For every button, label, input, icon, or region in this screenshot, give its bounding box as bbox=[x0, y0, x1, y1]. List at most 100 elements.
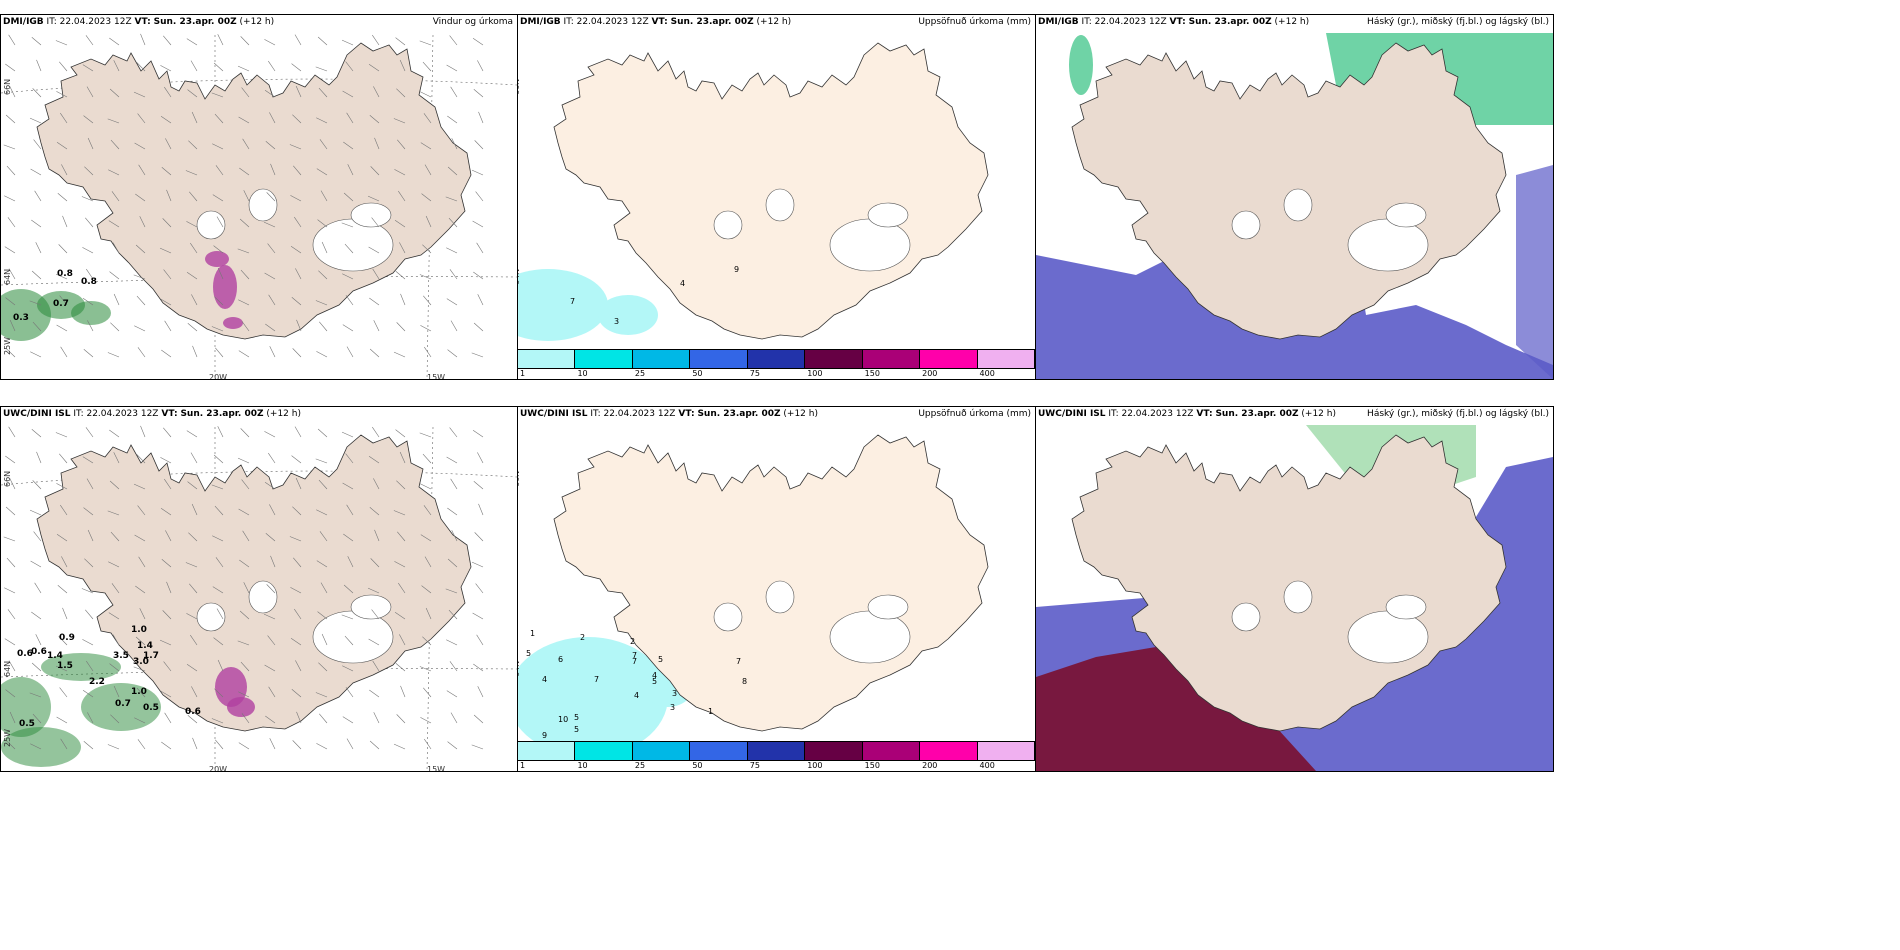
wind-barb bbox=[265, 141, 276, 150]
wind-barb bbox=[33, 531, 42, 542]
wind-barb bbox=[419, 666, 432, 672]
acc-value: 3 bbox=[614, 317, 620, 326]
wind-barb bbox=[62, 215, 68, 228]
wind-barb bbox=[341, 614, 354, 620]
wind-barb bbox=[87, 529, 94, 542]
wind-barb bbox=[238, 508, 250, 516]
acc-value: 4 bbox=[634, 691, 640, 700]
wind-barb bbox=[214, 296, 224, 306]
wind-barb bbox=[447, 741, 458, 750]
wind-barb bbox=[192, 737, 198, 750]
lat-label: 66N bbox=[3, 78, 12, 95]
wind-barb bbox=[345, 295, 354, 306]
wind-barb bbox=[55, 40, 68, 46]
wind-barb bbox=[475, 583, 484, 594]
wind-barb bbox=[161, 349, 172, 358]
wind-barb bbox=[290, 195, 302, 202]
wind-barb bbox=[107, 510, 120, 516]
wind-barb bbox=[186, 221, 198, 228]
wind-barb bbox=[134, 717, 146, 724]
colorbar-tick: 1 bbox=[520, 761, 526, 770]
wind-barb bbox=[344, 635, 354, 646]
wind-barb bbox=[110, 139, 120, 150]
wind-barb bbox=[449, 661, 458, 672]
glacier bbox=[1231, 210, 1261, 240]
wind-barb bbox=[82, 64, 94, 72]
wind-barb bbox=[374, 137, 380, 150]
wind-barb bbox=[395, 271, 406, 280]
wind-barb bbox=[421, 585, 432, 594]
wind-barb bbox=[394, 220, 406, 228]
wind-barb bbox=[446, 639, 458, 646]
wind-barb bbox=[138, 164, 146, 176]
wind-barb bbox=[86, 268, 94, 280]
wind-barb bbox=[166, 581, 172, 594]
acc-value: 1 bbox=[708, 707, 714, 716]
colorbar-tick: 10 bbox=[577, 369, 588, 378]
wind-barb bbox=[191, 503, 198, 516]
colorbar-tick: 50 bbox=[692, 369, 703, 378]
wind-barb bbox=[371, 609, 380, 620]
wind-barb bbox=[369, 297, 380, 306]
wind-barb bbox=[160, 690, 172, 698]
wind-barb bbox=[163, 269, 172, 280]
wind-barb bbox=[140, 33, 146, 46]
wind-barb bbox=[60, 346, 68, 358]
wind-barb bbox=[446, 690, 458, 698]
colorbar-segment bbox=[690, 742, 748, 760]
wind-barb bbox=[4, 638, 16, 646]
wind-barb bbox=[186, 38, 198, 46]
wind-barb bbox=[239, 218, 250, 228]
precip-value: 3.0 bbox=[133, 657, 149, 667]
acc-value: 4 bbox=[652, 671, 658, 680]
wind-barb bbox=[113, 452, 120, 464]
wind-barb bbox=[84, 558, 94, 568]
wind-barb bbox=[160, 65, 172, 72]
panel-header: UWC/DINI ISL IT: 22.04.2023 12Z VT: Sun.… bbox=[3, 409, 301, 419]
panel-uwc-clouds: UWC/DINI ISL IT: 22.04.2023 12Z VT: Sun.… bbox=[1035, 406, 1554, 772]
colorbar-segment bbox=[977, 350, 1035, 368]
acc-value: 9 bbox=[734, 265, 740, 274]
iceland-land bbox=[1036, 33, 1553, 379]
glacier bbox=[1231, 602, 1261, 632]
wind-barb bbox=[293, 165, 302, 176]
wind-barb bbox=[86, 86, 94, 98]
wind-barb bbox=[320, 582, 328, 594]
wind-barb bbox=[446, 247, 458, 254]
glacier bbox=[713, 602, 743, 632]
wind-barb bbox=[56, 91, 68, 98]
colorbar-tick: 150 bbox=[864, 369, 880, 378]
wind-barb bbox=[241, 87, 250, 98]
wind-barb bbox=[5, 455, 16, 464]
wind-barb bbox=[342, 90, 354, 98]
wind-barb bbox=[393, 510, 406, 516]
precip-value: 1.5 bbox=[57, 661, 73, 671]
wind-barb bbox=[217, 659, 224, 672]
wind-barb bbox=[135, 585, 146, 594]
glacier bbox=[196, 210, 226, 240]
colorbar-segment bbox=[862, 742, 921, 760]
acc-value: 7 bbox=[632, 651, 638, 660]
wind-barb bbox=[159, 247, 172, 254]
wind-barb bbox=[29, 117, 42, 124]
lon-label: 25W bbox=[3, 728, 12, 747]
wind-barb bbox=[449, 427, 458, 438]
wind-barb bbox=[319, 531, 328, 542]
lat-label: 64N bbox=[517, 268, 521, 285]
wind-barb bbox=[343, 141, 354, 150]
colorbar-tick: 400 bbox=[979, 761, 995, 770]
wind-barb bbox=[268, 686, 276, 698]
wind-barb bbox=[9, 319, 16, 332]
wind-barb bbox=[85, 217, 94, 228]
wind-barb bbox=[189, 583, 198, 594]
wind-barb bbox=[266, 192, 276, 202]
wind-barb bbox=[446, 64, 458, 72]
wind-barb bbox=[471, 744, 484, 750]
wind-barb bbox=[190, 452, 198, 464]
wind-barb bbox=[3, 144, 16, 150]
wind-barb bbox=[134, 534, 146, 542]
wind-barb bbox=[295, 477, 302, 490]
wind-barb bbox=[477, 294, 484, 306]
wind-barb bbox=[345, 687, 354, 698]
wind-barb bbox=[393, 351, 406, 358]
